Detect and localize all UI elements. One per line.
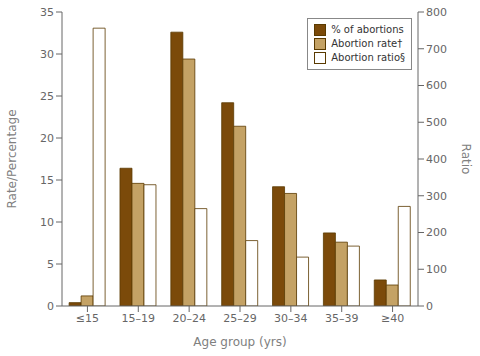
svg-text:Ratio: Ratio (459, 144, 472, 175)
svg-text:0: 0 (47, 300, 54, 313)
svg-text:35: 35 (40, 6, 54, 19)
svg-text:0: 0 (426, 300, 433, 313)
svg-text:300: 300 (426, 190, 447, 203)
svg-text:15: 15 (40, 174, 54, 187)
svg-text:20: 20 (40, 132, 54, 145)
html-text:Abortion rate†: Abortion rate† (331, 38, 403, 49)
html-text:Abortion ratio§: Abortion ratio§ (331, 52, 405, 63)
svg-text:25–29: 25–29 (223, 312, 257, 325)
svg-text:800: 800 (426, 6, 447, 19)
svg-text:≥40: ≥40 (381, 312, 404, 325)
svg-text:700: 700 (426, 43, 447, 56)
svg-text:15–19: 15–19 (122, 312, 156, 325)
svg-text:400: 400 (426, 153, 447, 166)
svg-text:20–24: 20–24 (172, 312, 206, 325)
svg-text:30–34: 30–34 (274, 312, 308, 325)
svg-text:35–39: 35–39 (325, 312, 359, 325)
svg-text:100: 100 (426, 263, 447, 276)
svg-text:5: 5 (47, 258, 54, 271)
svg-text:25: 25 (40, 90, 54, 103)
svg-text:≤15: ≤15 (76, 312, 99, 325)
html-text:% of abortions: % of abortions (331, 24, 404, 35)
svg-text:500: 500 (426, 116, 447, 129)
svg-text:Rate/Percentage: Rate/Percentage (8, 109, 19, 208)
svg-text:Age group (yrs): Age group (yrs) (193, 335, 286, 349)
svg-text:600: 600 (426, 79, 447, 92)
svg-text:10: 10 (40, 216, 54, 229)
svg-text:30: 30 (40, 48, 54, 61)
svg-text:200: 200 (426, 226, 447, 239)
